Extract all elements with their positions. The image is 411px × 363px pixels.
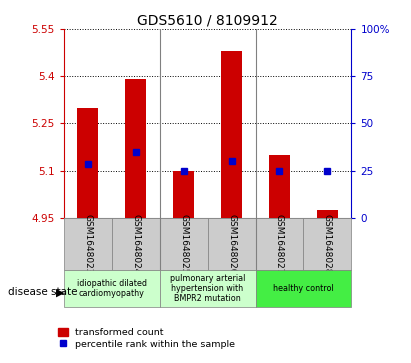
Text: GSM1648028: GSM1648028 [323, 214, 332, 274]
Text: GSM1648024: GSM1648024 [131, 214, 140, 274]
Bar [159, 270, 256, 307]
Bar [316, 210, 338, 218]
Text: GSM1648027: GSM1648027 [275, 214, 284, 274]
Bar [125, 79, 146, 218]
Text: healthy control: healthy control [273, 284, 334, 293]
Bar [256, 270, 351, 307]
Bar [208, 218, 256, 270]
Text: GSM1648026: GSM1648026 [227, 214, 236, 274]
Bar [64, 270, 159, 307]
Bar [173, 171, 194, 218]
Title: GDS5610 / 8109912: GDS5610 / 8109912 [137, 14, 278, 28]
Bar [303, 218, 351, 270]
Bar [112, 218, 159, 270]
Bar [159, 218, 208, 270]
Text: idiopathic dilated
cardiomyopathy: idiopathic dilated cardiomyopathy [77, 279, 147, 298]
Bar [221, 51, 242, 218]
Text: pulmonary arterial
hypertension with
BMPR2 mutation: pulmonary arterial hypertension with BMP… [170, 274, 245, 303]
Text: GSM1648023: GSM1648023 [83, 214, 92, 274]
Bar [269, 155, 290, 218]
Bar [77, 108, 99, 218]
Text: disease state: disease state [8, 287, 78, 297]
Text: ▶: ▶ [55, 287, 64, 297]
Legend: transformed count, percentile rank within the sample: transformed count, percentile rank withi… [58, 328, 235, 348]
Text: GSM1648025: GSM1648025 [179, 214, 188, 274]
Bar [256, 218, 303, 270]
Bar [64, 218, 112, 270]
